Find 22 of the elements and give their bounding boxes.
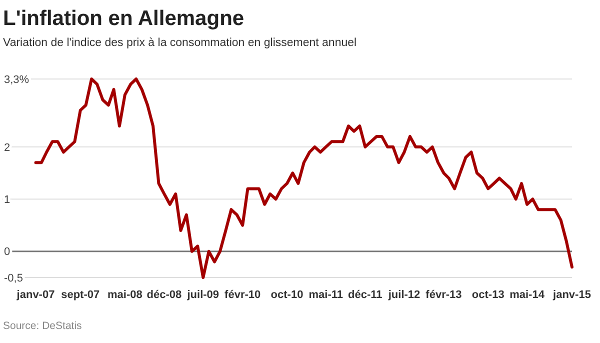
x-tick-label: janv-15 — [552, 289, 591, 301]
x-tick-label: oct-13 — [472, 289, 504, 301]
y-tick-label: 2 — [4, 142, 10, 154]
x-tick-label: juil-09 — [186, 289, 220, 301]
y-tick-label: -0,5 — [4, 272, 23, 284]
chart-subtitle: Variation de l'indice des prix à la consommation en glissement annuel — [3, 37, 357, 49]
x-tick-label: janv-07 — [16, 289, 55, 301]
x-tick-label: juil-12 — [387, 289, 420, 301]
x-tick-label: déc-08 — [146, 289, 182, 301]
x-tick-label: sept-07 — [61, 289, 100, 301]
x-tick-label: févr-10 — [224, 289, 261, 301]
x-tick-label: févr-13 — [426, 289, 462, 301]
x-tick-label: oct-10 — [270, 289, 304, 301]
line-series — [34, 78, 574, 279]
x-tick-label: mai-11 — [308, 289, 344, 301]
y-tick-label: 3,3% — [4, 74, 30, 86]
chart-title: L'inflation en Allemagne — [3, 7, 244, 30]
x-tick-label: déc-11 — [348, 289, 382, 301]
source-note: Source: DeStatis — [3, 320, 82, 332]
x-tick-label: mai-08 — [108, 289, 142, 301]
x-tick-label: mai-14 — [510, 289, 546, 301]
y-tick-label: 1 — [4, 194, 10, 206]
